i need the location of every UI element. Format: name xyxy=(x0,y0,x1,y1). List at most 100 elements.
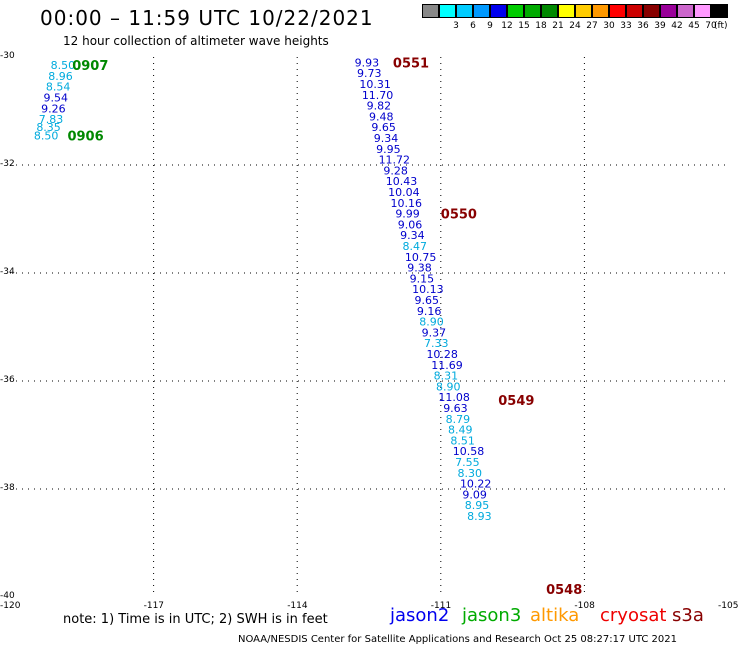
wave-height-value: 11.70 xyxy=(362,89,394,102)
scale-label: 18 xyxy=(535,21,547,31)
wave-height-value: 9.09 xyxy=(462,488,487,501)
scale-label: 6 xyxy=(470,21,476,31)
scale-swatch xyxy=(575,4,592,18)
wave-height-value: 8.50 xyxy=(34,129,59,142)
scale-swatch xyxy=(507,4,524,18)
wave-height-value: 8.35 xyxy=(36,121,61,134)
wave-height-value: 9.28 xyxy=(383,164,408,177)
scale-label: 12 xyxy=(501,21,513,31)
legend-cryosat: cryosat xyxy=(600,605,667,626)
wave-height-value: 9.34 xyxy=(400,229,425,242)
wave-height-value: 9.26 xyxy=(41,102,66,115)
wave-height-value: 9.54 xyxy=(44,92,69,105)
wave-height-value: 8.90 xyxy=(419,316,444,329)
wave-height-value: 9.37 xyxy=(422,326,447,339)
wave-height-value: 8.49 xyxy=(448,424,473,437)
scale-swatch xyxy=(711,4,728,18)
scale-label: 36 xyxy=(637,21,649,31)
wave-height-value: 8.31 xyxy=(434,370,459,383)
x-tick-label: -114 xyxy=(287,601,308,611)
scale-swatch xyxy=(456,4,473,18)
scale-swatch xyxy=(524,4,541,18)
scale-label: 39 xyxy=(654,21,666,31)
x-tick-label: -105 xyxy=(718,601,739,611)
wave-height-value: 10.04 xyxy=(388,186,420,199)
scale-label: 3 xyxy=(453,21,459,31)
scale-label: 33 xyxy=(620,21,632,31)
wave-height-value: 10.22 xyxy=(460,478,492,491)
wave-height-value: 9.65 xyxy=(371,121,396,134)
legend-altika: altika xyxy=(530,605,580,626)
y-tick-label: -36 xyxy=(0,375,15,385)
wave-height-value: 9.16 xyxy=(417,305,442,318)
wave-height-value: 11.69 xyxy=(431,359,463,372)
wave-height-value: 8.90 xyxy=(436,380,461,393)
wave-height-value: 8.50 xyxy=(51,59,76,72)
pass-time-label: 0551 xyxy=(393,57,429,71)
y-tick-label: -38 xyxy=(0,483,15,493)
wave-height-value: 8.95 xyxy=(465,499,490,512)
pass-time-label: 0548 xyxy=(546,583,582,598)
wave-height-value: 10.58 xyxy=(453,445,485,458)
wave-height-value: 9.93 xyxy=(355,57,380,69)
scale-swatch xyxy=(490,4,507,18)
pass-time-label: 0906 xyxy=(67,129,103,144)
wave-height-value: 11.08 xyxy=(438,391,470,404)
wave-height-value: 11.72 xyxy=(379,154,411,167)
wave-height-value: 10.75 xyxy=(405,251,437,264)
wave-height-value: 9.48 xyxy=(369,110,394,123)
wave-height-value: 7.83 xyxy=(39,113,64,126)
x-tick-label: -108 xyxy=(574,601,595,611)
wave-height-value: 10.43 xyxy=(386,175,418,188)
scale-label: 42 xyxy=(671,21,683,31)
scale-swatch xyxy=(422,4,439,18)
scale-label: 70 xyxy=(705,21,717,31)
wave-height-value: 8.93 xyxy=(467,510,492,523)
footer-credit: NOAA/NESDIS Center for Satellite Applica… xyxy=(238,634,677,645)
page-title: 00:00 – 11:59 UTC 10/22/2021 xyxy=(40,6,374,30)
page-subtitle: 12 hour collection of altimeter wave hei… xyxy=(63,34,329,48)
y-tick-label: -34 xyxy=(0,267,15,277)
scale-swatch xyxy=(626,4,643,18)
wave-height-value: 9.99 xyxy=(395,208,420,221)
scale-swatch xyxy=(558,4,575,18)
wave-height-value: 8.79 xyxy=(446,413,471,426)
wave-height-value: 9.15 xyxy=(410,272,435,285)
wave-height-value: 10.28 xyxy=(426,348,458,361)
scale-swatch xyxy=(541,4,558,18)
scale-label: 21 xyxy=(552,21,564,31)
legend-s3a: s3a xyxy=(672,605,704,626)
scale-swatch xyxy=(473,4,490,18)
wave-height-value: 9.34 xyxy=(374,132,399,145)
wave-height-value: 9.06 xyxy=(398,218,423,231)
altimeter-tracks: 8.508.968.549.549.267.838.358.5009070906… xyxy=(34,57,582,598)
y-tick-label: -40 xyxy=(0,591,15,601)
wave-height-value: 7.55 xyxy=(455,456,480,469)
y-tick-label: -32 xyxy=(0,159,15,169)
units-note: note: 1) Time is in UTC; 2) SWH is in fe… xyxy=(63,612,328,627)
wave-height-value: 10.16 xyxy=(391,197,423,210)
scale-label: 27 xyxy=(586,21,598,31)
wave-height-value: 8.51 xyxy=(450,434,475,447)
legend-jason3: jason3 xyxy=(462,605,522,626)
wave-height-value: 10.31 xyxy=(359,78,391,91)
pass-time-label: 0549 xyxy=(498,394,534,409)
scale-swatch xyxy=(592,4,609,18)
y-tick-label: -30 xyxy=(0,51,15,61)
wave-height-value: 7.33 xyxy=(424,337,449,350)
scale-label: 9 xyxy=(487,21,493,31)
scale-label: 30 xyxy=(603,21,615,31)
scale-label: 24 xyxy=(569,21,581,31)
scale-swatch xyxy=(643,4,660,18)
wave-height-value: 8.54 xyxy=(46,81,71,94)
scale-swatch xyxy=(660,4,677,18)
pass-time-label: 0550 xyxy=(441,208,477,223)
wave-height-value: 9.73 xyxy=(357,67,382,80)
legend-jason2: jason2 xyxy=(390,605,450,626)
pass-time-label: 0907 xyxy=(72,59,108,74)
scale-label: 45 xyxy=(688,21,700,31)
wave-height-value: 9.82 xyxy=(367,100,392,113)
scale-swatch xyxy=(609,4,626,18)
wave-height-value: 10.13 xyxy=(412,283,444,296)
